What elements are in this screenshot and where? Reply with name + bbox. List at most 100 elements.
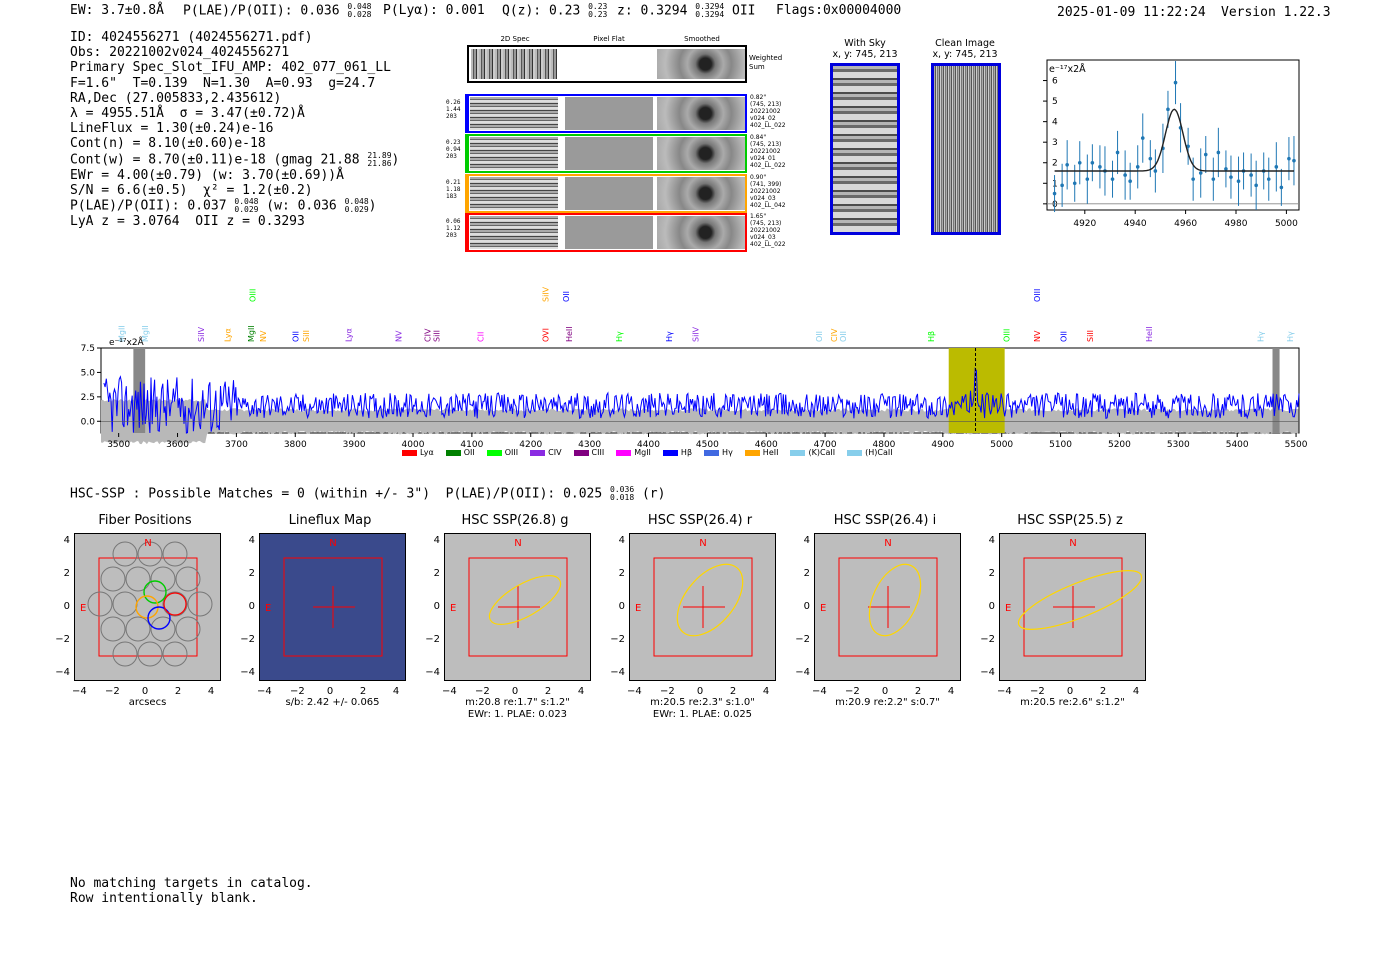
info-radec: RA,Dec (27.005833,2.435612) bbox=[70, 90, 282, 106]
spectrum-line-label: CIV bbox=[830, 328, 839, 342]
hsc-xtick-label: 2 bbox=[359, 686, 367, 697]
legend-item: OIII bbox=[486, 448, 518, 457]
cutout-right-value: 0.90" bbox=[750, 174, 767, 181]
spectrum-line-label: MgII bbox=[247, 325, 256, 342]
cutout-right-value: v024_03 bbox=[750, 195, 776, 202]
east-marker: E bbox=[820, 603, 826, 614]
col-2d-spec: 2D Spec bbox=[500, 35, 530, 43]
hsc-xtick-label: −2 bbox=[290, 686, 305, 697]
weighted-2d bbox=[471, 49, 557, 79]
zoom-data bbox=[1047, 61, 1299, 213]
zoom-point bbox=[1173, 80, 1178, 85]
hsc-caption: m:20.5 re:2.3" s:1.0" bbox=[650, 697, 755, 708]
hsc-ytick-label: 0 bbox=[803, 601, 810, 612]
hsc-aperture-box bbox=[1023, 557, 1123, 657]
cutout-right-labels: 0.84" (745, 213) 20221002 v024_01 402_LL_022 bbox=[750, 134, 810, 169]
weighted-sum-row bbox=[467, 45, 747, 83]
fiber-circle bbox=[175, 616, 201, 642]
hsc-xtick-label: 0 bbox=[326, 686, 334, 697]
hsc-xtick-label: 2 bbox=[174, 686, 182, 697]
legend-label: Hγ bbox=[722, 448, 733, 457]
zoom-point bbox=[1274, 165, 1279, 169]
zoom-axes-frame bbox=[1046, 59, 1300, 211]
header-ew: EW: 3.7±0.8Å bbox=[70, 3, 164, 18]
header-plae-range: 0.048 0.028 bbox=[347, 2, 372, 19]
header-version: Version 1.22.3 bbox=[1221, 5, 1331, 20]
spectrum-xtick-label: 5400 bbox=[1226, 440, 1249, 450]
info-sn: S/N = 6.6(±0.5) χ² = 1.2(±0.2) bbox=[70, 182, 313, 198]
spectrum-line-label: OII bbox=[562, 291, 571, 302]
spectrum-masked-region bbox=[133, 348, 146, 433]
hsc-ellipse bbox=[868, 563, 922, 637]
zoom-point bbox=[1224, 167, 1228, 171]
fiber-circle bbox=[87, 591, 113, 617]
cutout-right-value: 402_LL_022 bbox=[750, 241, 786, 248]
spectrum-line-label: Hγ bbox=[615, 331, 624, 342]
spectrum-line-label: SiII bbox=[302, 330, 311, 342]
legend-item: MgII bbox=[616, 448, 651, 457]
cutout-right-value: 20221002 bbox=[750, 188, 781, 195]
zoom-point bbox=[1052, 191, 1057, 196]
spectrum-line-label: OII bbox=[1060, 331, 1069, 342]
hsc-overlay: NE bbox=[450, 538, 568, 657]
zoom-xtick-label: 5000 bbox=[1275, 219, 1298, 229]
legend-item: (H)CaII bbox=[847, 448, 893, 457]
legend-swatch bbox=[530, 449, 546, 456]
cutout-right-value: 402_LL_042 bbox=[750, 202, 786, 209]
cutout-row bbox=[467, 213, 747, 252]
hsc-summary: HSC-SSP : Possible Matches = 0 (within +… bbox=[70, 485, 666, 502]
hsc-panel-title: HSC SSP(25.5) z bbox=[1017, 513, 1123, 528]
hsc-ytick-label: 0 bbox=[988, 601, 995, 612]
fiber-circle bbox=[162, 541, 188, 567]
fiber-circle bbox=[150, 616, 176, 642]
fiber-circle bbox=[175, 566, 201, 592]
zoom-point bbox=[1072, 181, 1077, 186]
spectrum-units: e⁻¹⁷x2Å bbox=[109, 336, 145, 348]
legend-item: Hγ bbox=[704, 448, 733, 457]
spectrum-xtick-label: 4900 bbox=[931, 440, 954, 450]
hsc-xtick-label: 4 bbox=[392, 686, 400, 697]
info-primary: Primary Spec_Slot_IFU_AMP: 402_077_061_L… bbox=[70, 60, 391, 76]
hsc-ytick-label: 0 bbox=[248, 601, 255, 612]
spectrum-line-label: OIII bbox=[1002, 329, 1011, 342]
spectrum-ticks: 3500 3600 3700 3800 3900 4000 4100 4200 4300 4400… bbox=[81, 344, 1308, 450]
spectrum-xtick-label: 4600 bbox=[755, 440, 778, 450]
north-marker: N bbox=[144, 538, 151, 549]
cutout-color-bar bbox=[465, 174, 468, 213]
header-qz: Q(z): 0.23 0.23 0.23 bbox=[502, 2, 608, 19]
legend-label: (K)CaII bbox=[808, 448, 836, 457]
header-plae: P(LAE)/P(OII): 0.036 0.048 0.028 bbox=[183, 3, 371, 19]
spectrum-line-label: CII bbox=[477, 332, 486, 342]
legend-label: HeII bbox=[762, 448, 779, 457]
spectrum-line-label: NV bbox=[1033, 330, 1042, 342]
spectrum-xtick-label: 4400 bbox=[637, 440, 660, 450]
hsc-ytick-label: 0 bbox=[618, 601, 625, 612]
zoom-ytick-label: 4 bbox=[1052, 118, 1058, 128]
weighted-smooth bbox=[657, 49, 745, 79]
spectrum-line-label: MgII bbox=[118, 325, 127, 342]
hsc-ytick-label: 2 bbox=[618, 568, 625, 579]
spectrum-xtick-label: 4200 bbox=[519, 440, 542, 450]
info-plae-w-range: 0.048 0.029 bbox=[344, 197, 369, 215]
hsc-xtick-label: 2 bbox=[914, 686, 922, 697]
spectrum-line-label: OII bbox=[839, 331, 848, 342]
cutout-right-labels: 1.65" (745, 213) 20221002 v024_03 402_LL_022 bbox=[750, 213, 810, 248]
weighted-sum-label: Weighted Sum bbox=[749, 54, 783, 71]
cutout-right-value: 20221002 bbox=[750, 148, 781, 155]
fiber-circle-green bbox=[143, 580, 167, 604]
hsc-ytick-label: −2 bbox=[55, 634, 70, 645]
legend-label: MgII bbox=[634, 448, 651, 457]
hsc-xtick-label: 0 bbox=[1066, 686, 1074, 697]
zoom-ytick-label: 5 bbox=[1052, 97, 1058, 107]
legend-swatch bbox=[744, 449, 760, 456]
zoom-point bbox=[1085, 177, 1090, 181]
spectrum-line-label: Hγ bbox=[665, 331, 674, 342]
fiber-circle bbox=[125, 566, 151, 592]
zoom-point bbox=[1229, 175, 1233, 179]
spectrum-xtick-label: 3900 bbox=[343, 440, 366, 450]
hsc-ytick-label: 4 bbox=[618, 535, 625, 546]
hsc-panel-title: Fiber Positions bbox=[98, 513, 192, 528]
legend-label: OII bbox=[463, 448, 475, 457]
